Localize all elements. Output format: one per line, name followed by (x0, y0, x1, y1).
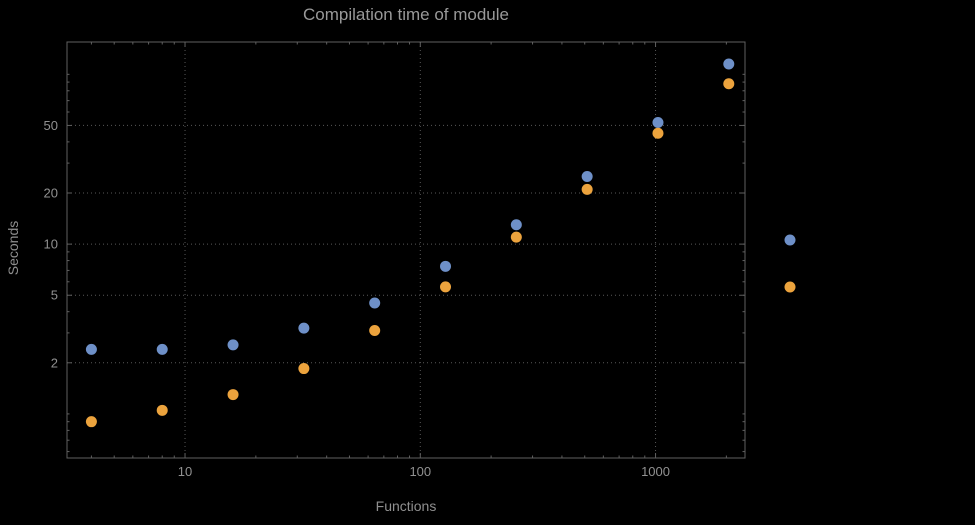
data-point (440, 281, 452, 293)
data-point (723, 78, 735, 90)
data-point (723, 58, 735, 70)
tick-labels: 10 100 1000 2 5 10 20 50 (44, 118, 670, 479)
legend-marker (784, 281, 796, 293)
data-point (298, 322, 310, 334)
y-tick-label: 2 (51, 355, 58, 370)
legend-marker (784, 234, 796, 246)
data-point (440, 260, 452, 272)
data-point (510, 219, 522, 231)
data-point (227, 339, 239, 351)
y-tick-label: 50 (44, 118, 58, 133)
x-tick-label: 10 (178, 464, 192, 479)
data-point (652, 117, 664, 129)
plot-frame (66, 41, 746, 459)
orange-series-points (85, 78, 735, 428)
blue-series-points (85, 58, 735, 355)
data-point (652, 127, 664, 139)
x-tick-label: 100 (409, 464, 431, 479)
gridlines (67, 42, 745, 458)
data-point (85, 416, 97, 428)
data-point (156, 343, 168, 355)
y-tick-label: 5 (51, 288, 58, 303)
data-point (298, 363, 310, 375)
data-point (581, 171, 593, 183)
data-point (227, 389, 239, 401)
data-point (369, 297, 381, 309)
data-point (85, 343, 97, 355)
legend (784, 234, 796, 293)
y-tick-label: 10 (44, 237, 58, 252)
data-point (581, 183, 593, 195)
data-point (369, 324, 381, 336)
x-tick-label: 1000 (641, 464, 670, 479)
axis-ticks (67, 42, 745, 458)
x-axis-label: Functions (375, 498, 437, 514)
chart-title: Compilation time of module (303, 5, 509, 24)
y-tick-label: 20 (44, 186, 58, 201)
data-point (156, 404, 168, 416)
data-point (510, 231, 522, 243)
y-axis-label: Seconds (5, 220, 21, 276)
